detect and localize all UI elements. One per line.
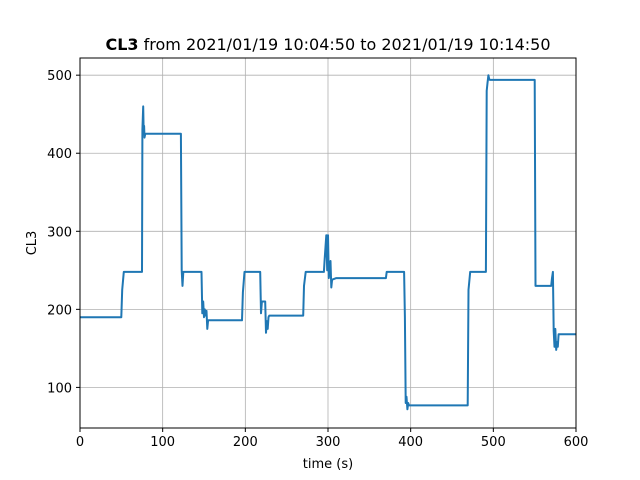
x-tick-label: 100	[150, 435, 175, 450]
x-tick-label: 500	[481, 435, 506, 450]
chart-title-bold: CL3	[105, 35, 138, 54]
chart-title: CL3 from 2021/01/19 10:04:50 to 2021/01/…	[105, 35, 550, 54]
x-tick-label: 200	[233, 435, 258, 450]
y-tick-label: 300	[47, 225, 72, 240]
grid-lines	[79, 58, 577, 428]
tick-marks	[76, 74, 577, 432]
chart-title-rest: from 2021/01/19 10:04:50 to 2021/01/19 1…	[139, 35, 551, 54]
series-line-0	[80, 74, 576, 411]
y-tick-label: 200	[47, 303, 72, 318]
x-tick-label: 400	[398, 435, 423, 450]
y-axis-label: CL3	[25, 231, 40, 256]
y-tick-label: 100	[47, 381, 72, 396]
x-tick-label: 300	[316, 435, 341, 450]
x-axis-label: time (s)	[303, 457, 353, 472]
y-tick-label: 400	[47, 147, 72, 162]
x-tick-label: 0	[76, 435, 84, 450]
series-layer	[80, 74, 576, 411]
x-tick-label: 600	[564, 435, 589, 450]
y-tick-label: 500	[47, 69, 72, 84]
